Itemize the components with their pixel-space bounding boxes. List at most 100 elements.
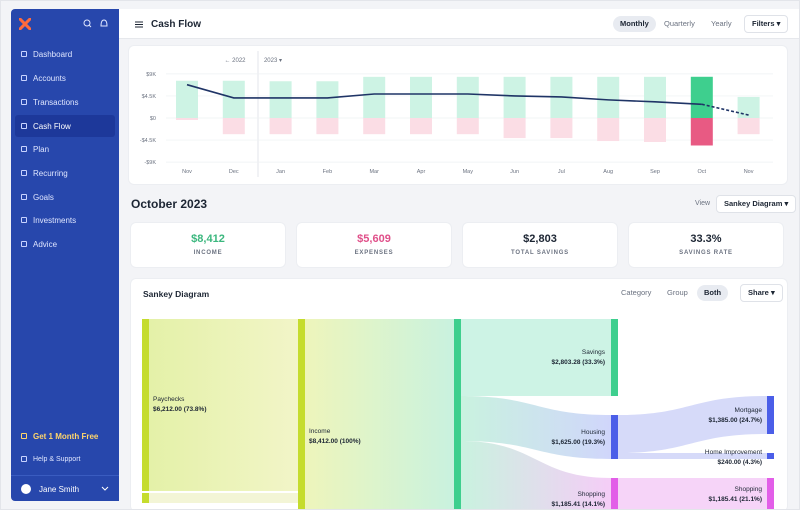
mode-tab[interactable]: Category (621, 288, 652, 297)
year-label: 2023 ▾ (264, 58, 282, 64)
node (142, 319, 149, 491)
bar (456, 76, 479, 118)
node (611, 319, 618, 396)
bar (316, 118, 339, 135)
mode-tab[interactable]: Group (667, 288, 688, 297)
node (454, 319, 461, 509)
bar (363, 118, 386, 135)
share-button[interactable]: Share ▾ (740, 284, 783, 302)
chevron (101, 486, 109, 491)
bar (363, 76, 386, 118)
node-amount: $1,625.00 (19.3%) (552, 439, 605, 446)
nav-label: Investments (33, 215, 77, 225)
x-tick-label: Oct (698, 169, 707, 175)
node-label: Mortgage (735, 407, 763, 414)
flow (149, 319, 298, 491)
mode-tab[interactable]: Both (697, 285, 729, 301)
stat-card: $5,609 EXPENSES (297, 223, 451, 267)
node-label: Shopping (578, 491, 606, 498)
nav-item[interactable]: Investments (15, 209, 115, 231)
nav-item[interactable]: Advice (15, 233, 115, 255)
menu-icon[interactable] (135, 21, 143, 28)
filters-button[interactable]: Filters ▾ (744, 15, 789, 33)
nav-item[interactable]: Recurring (15, 162, 115, 184)
view-label: View (695, 200, 711, 207)
bar (503, 118, 526, 139)
node-label: Home Improvement (705, 449, 762, 456)
node-amount: $1,185.41 (14.1%) (552, 501, 605, 508)
user-menu[interactable]: Jane Smith (11, 475, 119, 501)
share-label: Share (748, 288, 769, 297)
node (611, 478, 618, 509)
help[interactable]: Help & Support (15, 448, 115, 470)
x-tick-label: Mar (369, 169, 379, 175)
node-label: Paychecks (153, 396, 185, 403)
nav-item[interactable]: Accounts (15, 67, 115, 89)
stat-label: TOTAL SAVINGS (511, 250, 569, 256)
bar (269, 81, 292, 118)
y-tick-label: -$9K (144, 160, 156, 166)
y-tick-label: $9K (146, 72, 156, 78)
sankey-title: Sankey Diagram (143, 289, 210, 299)
x-tick-label: Sep (650, 169, 660, 175)
header-icons[interactable] (83, 19, 113, 29)
page-title: Cash Flow (151, 19, 202, 30)
period-tab[interactable]: Monthly (613, 16, 656, 32)
stat-card: $8,412 INCOME (131, 223, 285, 267)
node (611, 415, 618, 459)
period-tab[interactable]: Yearly (711, 19, 732, 28)
node (767, 453, 774, 459)
year-text: 2023 (264, 58, 278, 64)
bar (316, 81, 339, 118)
bar (690, 118, 713, 146)
nav-item[interactable]: Dashboard (15, 43, 115, 65)
flow (305, 319, 454, 509)
nav-label: Cash Flow (33, 121, 71, 131)
stat-card: $2,803 TOTAL SAVINGS (463, 223, 617, 267)
x-tick-label: Apr (417, 169, 426, 175)
bar (597, 76, 620, 118)
nav-item[interactable]: Plan (15, 138, 115, 160)
node-amount: $1,185.41 (21.1%) (709, 496, 762, 503)
period-tab[interactable]: Quarterly (664, 19, 695, 28)
nav-label: Advice (33, 239, 58, 249)
bar (550, 118, 573, 139)
avatar (21, 484, 31, 494)
net-line (186, 83, 702, 106)
nav-item[interactable]: Goals (15, 186, 115, 208)
year-label: ← 2022 (224, 58, 246, 64)
bar (737, 96, 760, 118)
nav-item[interactable]: Transactions (15, 91, 115, 113)
stat-label: EXPENSES (354, 250, 394, 256)
node (767, 478, 774, 509)
sidebar: Dashboard Accounts Transactions Cash Flo… (11, 9, 119, 501)
flow (461, 319, 611, 396)
logo (19, 18, 31, 30)
node-amount: $6,212.00 (73.8%) (153, 406, 206, 413)
bar (737, 118, 760, 135)
nav-label: Transactions (33, 97, 79, 107)
nav-label: Recurring (33, 168, 68, 178)
stat-value: $2,803 (523, 233, 557, 245)
net-line-projection (701, 103, 749, 116)
nav-item[interactable]: Cash Flow (15, 115, 115, 137)
filters-label: Filters (752, 19, 775, 28)
node (298, 319, 305, 509)
view-value: Sankey Diagram (724, 199, 783, 208)
x-tick-label: Nov (744, 169, 754, 175)
view-dropdown[interactable]: Sankey Diagram ▾ (716, 195, 797, 213)
stat-card: 33.3% SAVINGS RATE (629, 223, 783, 267)
bar (269, 118, 292, 135)
stat-label: SAVINGS RATE (679, 250, 733, 256)
x-tick-label: Jun (510, 169, 519, 175)
bar (222, 118, 245, 135)
cash-flow-chart: ← 2022 2023 ▾ $9K $4.5K $0 -$4.5K -$9K Nov Dec… (140, 51, 773, 177)
bar (644, 118, 666, 143)
bar (410, 118, 432, 135)
promo[interactable]: Get 1 Month Free (15, 425, 115, 447)
flow (461, 441, 611, 509)
nav-label: Goals (33, 192, 54, 202)
node-label: Housing (581, 429, 605, 436)
